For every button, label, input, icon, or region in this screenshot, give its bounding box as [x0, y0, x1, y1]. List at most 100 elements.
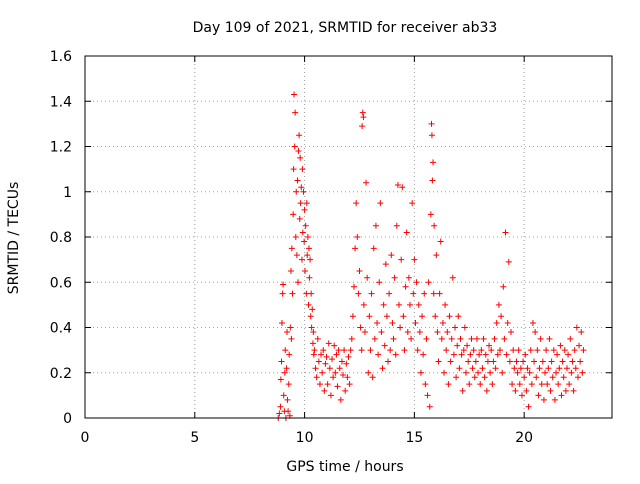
data-point: [335, 347, 342, 354]
data-point: [477, 381, 484, 388]
data-point: [354, 234, 361, 240]
data-point: [469, 365, 476, 372]
data-point: [367, 347, 374, 354]
data-point: [494, 351, 501, 358]
data-point: [372, 222, 379, 229]
data-point: [278, 319, 285, 326]
data-point: [287, 267, 294, 274]
data-point: [331, 342, 338, 349]
y-tick-label: 0: [63, 411, 72, 427]
data-point: [323, 353, 330, 360]
data-point: [433, 252, 440, 259]
data-point: [365, 369, 372, 376]
data-point: [526, 369, 533, 376]
data-point: [408, 335, 415, 342]
data-point: [538, 381, 545, 388]
data-point: [295, 148, 302, 155]
data-point: [364, 274, 371, 281]
data-point: [292, 109, 299, 116]
data-point: [556, 365, 563, 372]
data-point: [507, 329, 514, 336]
data-point: [475, 369, 482, 376]
data-point: [308, 324, 315, 331]
data-point: [301, 238, 308, 245]
data-point: [457, 335, 464, 342]
data-point: [478, 347, 485, 354]
data-point: [499, 369, 506, 376]
data-point: [432, 313, 439, 320]
data-point: [309, 306, 316, 313]
data-point: [481, 374, 488, 381]
x-axis-label: GPS time / hours: [286, 459, 403, 475]
data-point: [456, 365, 463, 372]
data-point: [340, 372, 347, 379]
data-point: [578, 329, 585, 336]
data-point: [277, 403, 284, 410]
data-point: [572, 365, 579, 372]
data-point: [428, 132, 435, 139]
data-point: [380, 301, 387, 308]
data-point: [397, 324, 404, 331]
data-point: [329, 356, 336, 363]
data-point: [294, 279, 301, 286]
plot-frame: [84, 55, 613, 419]
data-point: [553, 369, 560, 376]
data-point: [579, 369, 586, 376]
data-point: [290, 166, 297, 173]
data-point: [363, 179, 370, 186]
data-point: [310, 329, 317, 336]
data-point: [306, 274, 313, 281]
data-point: [580, 347, 587, 354]
data-point: [480, 335, 487, 342]
data-point: [322, 360, 329, 367]
data-point: [378, 329, 385, 336]
data-point: [547, 387, 554, 394]
data-point: [539, 358, 546, 365]
data-point: [368, 290, 375, 297]
data-point: [545, 365, 552, 372]
data-point: [342, 387, 349, 394]
data-point: [569, 358, 576, 365]
data-point: [506, 358, 513, 365]
data-point: [406, 301, 413, 308]
data-point: [348, 335, 355, 342]
data-point: [277, 376, 284, 383]
data-point: [501, 335, 508, 342]
data-point: [470, 347, 477, 354]
data-point: [522, 351, 529, 358]
data-point: [330, 374, 337, 381]
data-point: [386, 290, 393, 297]
data-point: [321, 387, 328, 394]
data-point: [483, 387, 490, 394]
data-point: [398, 256, 405, 263]
data-point: [455, 313, 462, 320]
data-point: [350, 283, 357, 290]
data-point: [462, 369, 469, 376]
data-point: [558, 392, 565, 399]
data-point: [576, 342, 583, 349]
x-tick-label: 0: [81, 430, 90, 446]
data-point: [566, 381, 573, 388]
data-point: [344, 374, 351, 381]
data-point: [472, 358, 479, 365]
data-point: [304, 234, 311, 240]
data-point: [525, 403, 532, 410]
data-point: [414, 347, 421, 354]
data-point: [279, 290, 286, 297]
data-point: [510, 347, 517, 354]
x-tick-label: 15: [405, 430, 423, 446]
data-point: [574, 374, 581, 381]
data-point: [293, 188, 300, 195]
data-point: [346, 381, 353, 388]
data-point: [548, 358, 555, 365]
data-point: [557, 342, 564, 349]
data-point: [513, 358, 520, 365]
data-point: [338, 358, 345, 365]
data-point: [447, 358, 454, 365]
data-point: [394, 181, 401, 188]
data-point: [491, 335, 498, 342]
data-point: [573, 324, 580, 331]
data-point: [562, 387, 569, 394]
data-point: [536, 365, 543, 372]
data-point: [451, 324, 458, 331]
